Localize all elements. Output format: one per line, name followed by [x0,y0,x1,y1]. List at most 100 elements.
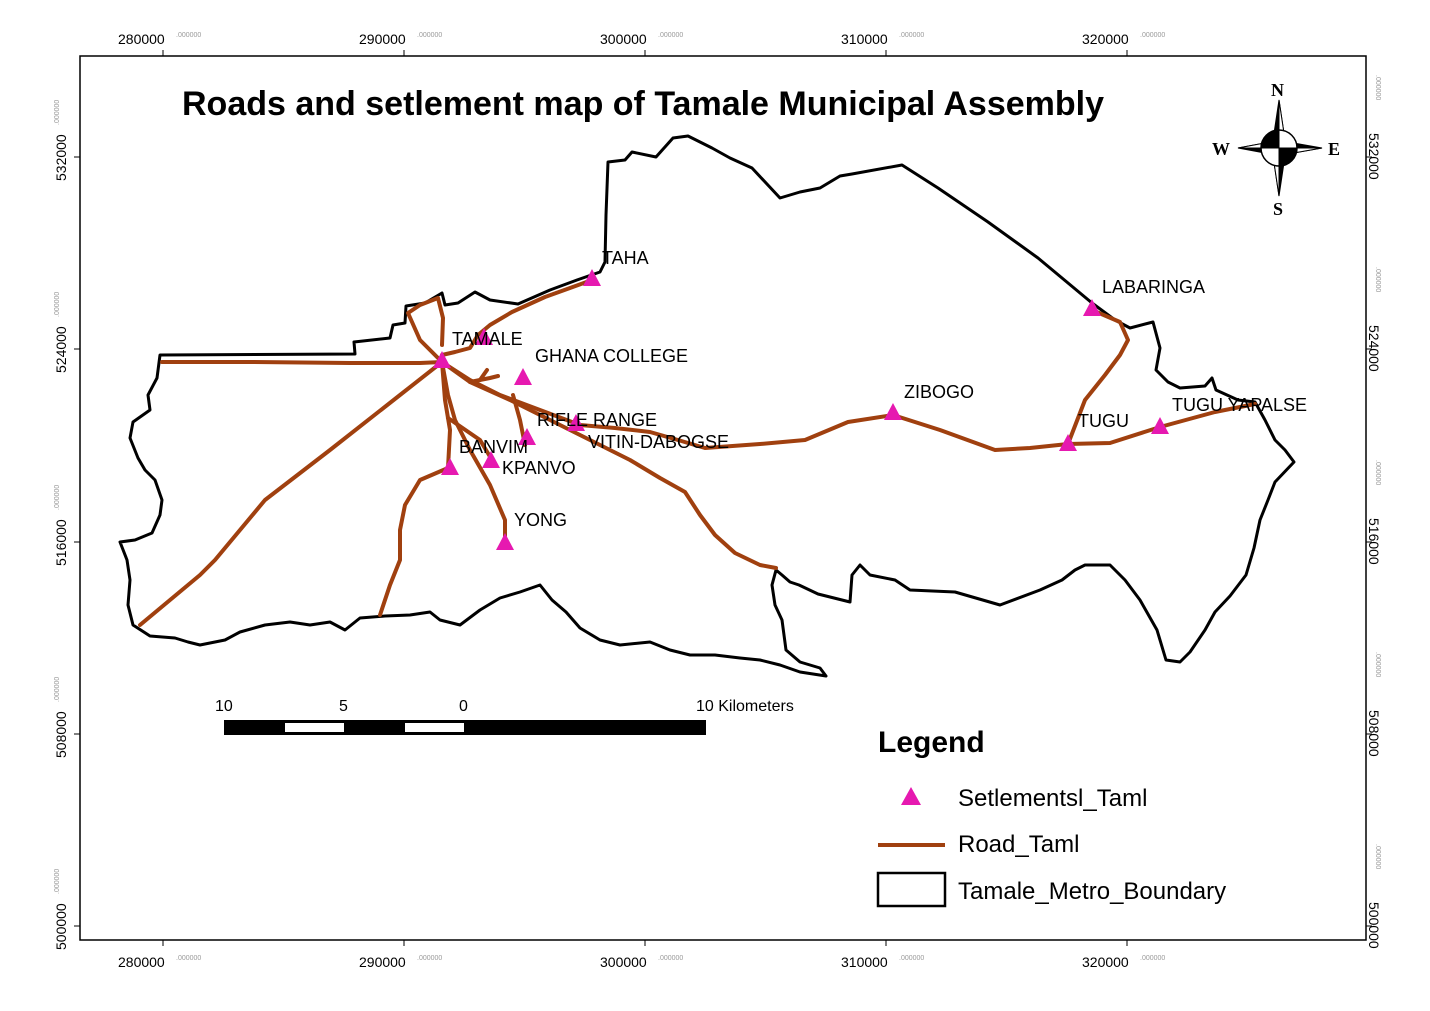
y-tick-label: 516000 [53,519,69,566]
settlement-marker[interactable] [884,403,902,420]
legend-item-roads: Road_Taml [958,831,1079,858]
x-tick-decimal: .000000 [176,955,201,962]
road-taha [440,278,594,357]
x-tick-decimal: .000000 [899,955,924,962]
road-south [378,360,452,617]
y-tick-decimal: .000000 [54,869,61,894]
compass-east-label: E [1328,139,1340,159]
x-tick-decimal: .000000 [658,32,683,39]
road-labaringa [1066,308,1130,446]
y-tick-decimal: .000000 [54,485,61,510]
scale-label: 10 [215,698,233,715]
legend-item-settlements: Setlementsl_Taml [958,785,1147,812]
y-tick-decimal: .000000 [1374,75,1381,100]
settlement-marker[interactable] [583,269,601,286]
compass-rose-icon [1237,99,1323,197]
x-tick-label: 280000 [118,954,165,970]
north-arrow: N S W E [1212,80,1340,219]
legend: Legend Setlementsl_Taml Road_Taml Tamale… [876,726,1226,908]
road-network [138,278,1257,627]
y-tick-label: 524000 [53,326,69,373]
map-title: Roads and setlement map of Tamale Munici… [182,85,1104,123]
settlement-label: YONG [514,510,567,530]
settlement-marker[interactable] [567,414,585,431]
settlement-marker[interactable] [514,368,532,385]
y-tick-label: 508000 [1366,710,1382,757]
y-tick-decimal: .000000 [1374,844,1381,869]
legend-settlement-symbol [901,787,921,805]
settlement-label: TAMALE [452,329,523,349]
scale-bar: 10 5 0 10 Kilometers [215,698,794,735]
settlement-marker[interactable] [1059,434,1077,451]
compass-north-label: N [1271,80,1284,100]
road-ghana-college [468,374,500,384]
y-tick-decimal: .000000 [54,100,61,125]
settlement-labels: TAHA TAMALE GHANA COLLEGE RIFLE RANGE VI… [452,248,1307,530]
legend-item-boundary: Tamale_Metro_Boundary [958,878,1226,905]
settlement-marker[interactable] [475,328,493,345]
municipal-boundary [118,134,1296,678]
x-tick-labels-top: 280000 .000000 290000 .000000 300000 .00… [118,31,1165,47]
settlement-label: BANVIM [459,437,528,457]
road-west [160,360,444,365]
settlement-markers [433,269,1169,550]
x-tick-label: 310000 [841,954,888,970]
settlement-label: RIFLE RANGE [537,410,657,430]
y-tick-label: 500000 [53,903,69,950]
settlement-marker[interactable] [482,451,500,468]
legend-title: Legend [878,726,985,759]
x-tick-label: 280000 [118,31,165,47]
road-southwest [138,360,444,627]
y-tick-label: 500000 [1366,902,1382,949]
y-tick-decimal: .000000 [1374,652,1381,677]
x-tick-decimal: .000000 [899,32,924,39]
y-tick-decimal: .000000 [54,677,61,702]
settlement-marker[interactable] [441,458,459,475]
road-kpanvo [446,416,494,462]
scale-label: 10 Kilometers [696,698,794,715]
settlement-label: TAHA [602,248,649,268]
y-tick-label: 516000 [1366,518,1382,565]
x-tick-label: 300000 [600,31,647,47]
compass-south-label: S [1273,199,1283,219]
settlement-marker[interactable] [1151,417,1169,434]
settlement-label: KPANVO [502,458,576,478]
legend-boundary-symbol [876,871,947,908]
y-tick-label: 532000 [1366,133,1382,180]
x-tick-label: 290000 [359,31,406,47]
y-tick-label: 532000 [53,134,69,181]
settlement-marker[interactable] [518,428,536,445]
y-tick-decimal: .000000 [54,292,61,317]
x-tick-label: 300000 [600,954,647,970]
grid-ticks [74,50,1372,946]
road-spur-north [478,368,489,382]
road-east [440,360,1257,452]
x-tick-decimal: .000000 [1140,32,1165,39]
settlement-marker[interactable] [496,533,514,550]
settlement-label: LABARINGA [1102,277,1205,297]
map-frame [79,55,1367,941]
x-tick-label: 320000 [1082,31,1129,47]
x-tick-decimal: .000000 [176,32,201,39]
y-tick-decimal: .000000 [1374,460,1381,485]
road-yong [440,360,507,544]
x-tick-decimal: .000000 [417,32,442,39]
settlement-label: VITIN-DABOGSE [588,432,729,452]
x-tick-labels-bottom: 280000 .000000 290000 .000000 300000 .00… [118,954,1165,970]
settlement-label: GHANA COLLEGE [535,346,688,366]
y-tick-label: 524000 [1366,325,1382,372]
x-tick-decimal: .000000 [417,955,442,962]
y-tick-label: 508000 [53,711,69,758]
road-vitin [440,360,778,570]
scale-label: 5 [339,698,348,715]
y-tick-labels-left: 532000 .000000 524000 .000000 516000 .00… [53,100,69,950]
y-tick-decimal: .000000 [1374,267,1381,292]
x-tick-decimal: .000000 [658,955,683,962]
y-tick-labels-right: 532000 .000000 524000 .000000 516000 .00… [1366,75,1382,949]
road-northwest [406,296,445,364]
settlement-marker[interactable] [1083,299,1101,316]
x-tick-decimal: .000000 [1140,955,1165,962]
x-tick-label: 320000 [1082,954,1129,970]
settlement-marker[interactable] [433,351,451,368]
